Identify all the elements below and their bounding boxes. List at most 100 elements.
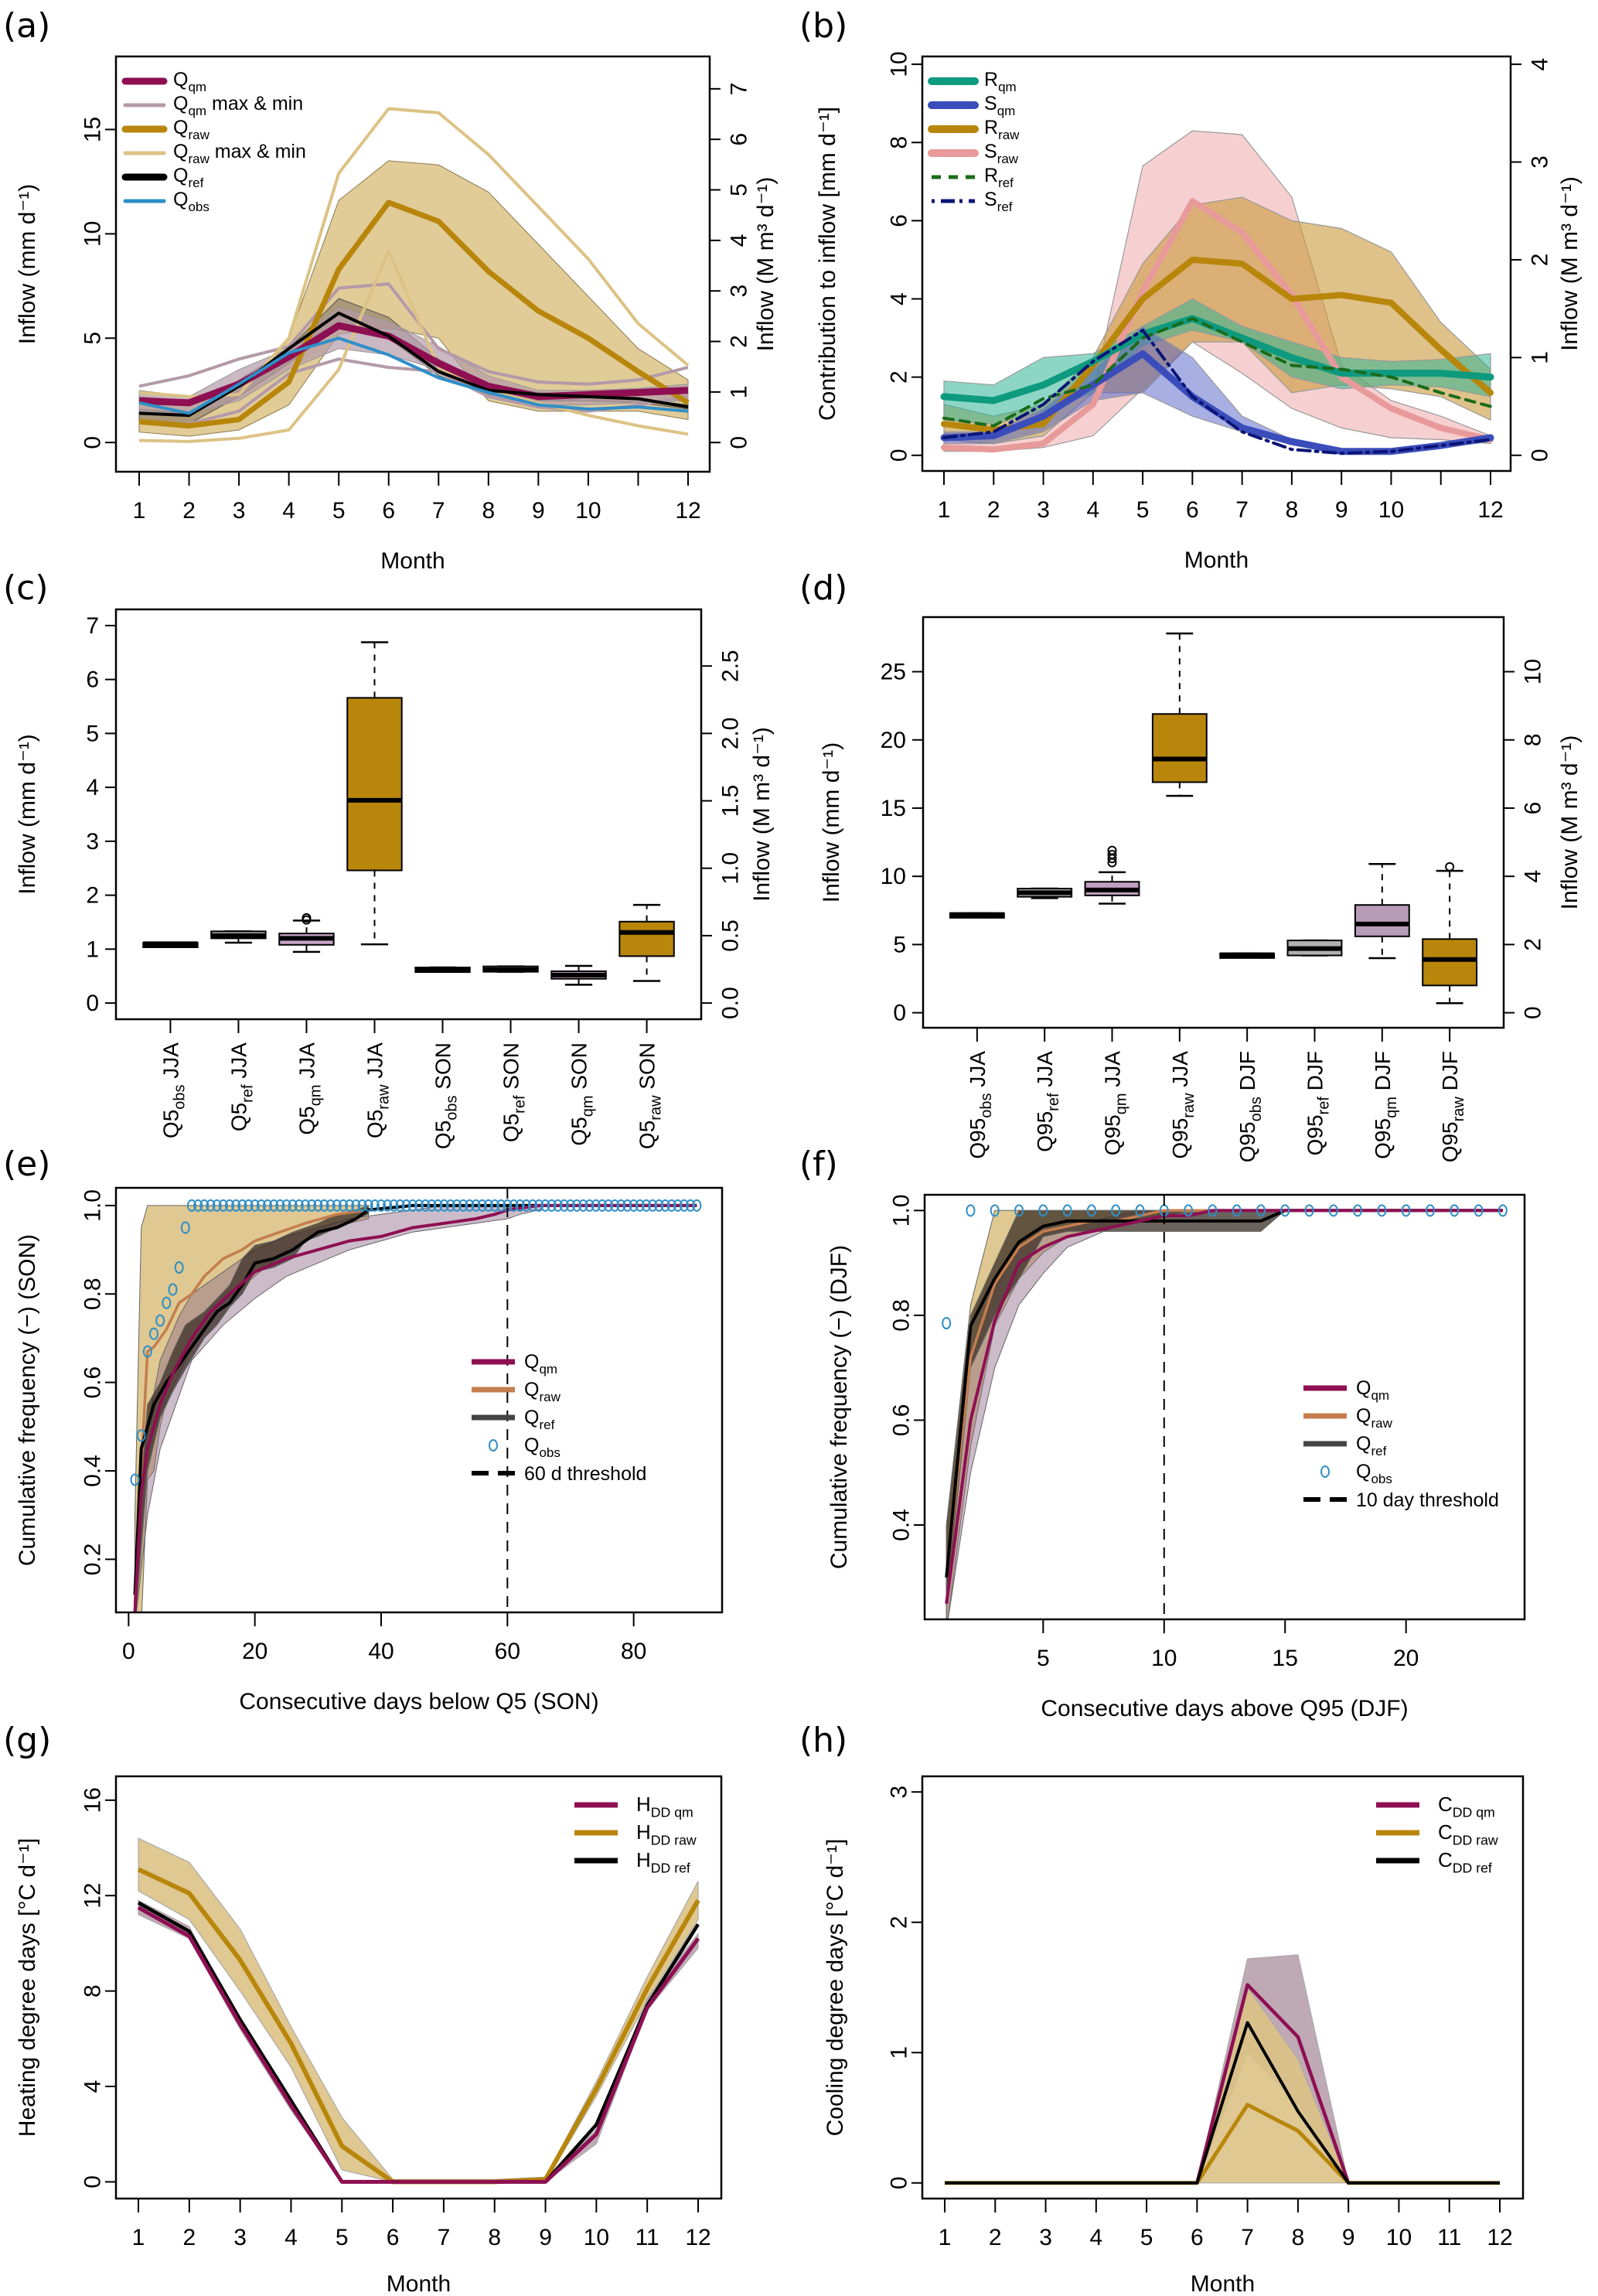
x-tick-label: 11 [635, 2225, 659, 2250]
series-r-ref [942, 316, 1492, 428]
series-q-ref [133, 1203, 697, 1595]
obs-point [578, 1199, 588, 1212]
box-raw-jja [1151, 632, 1208, 797]
obs-point [401, 1199, 411, 1212]
plot-area [130, 1199, 702, 1612]
y-right-tick-label: 1.0 [718, 852, 744, 885]
box-raw-jja [346, 641, 403, 946]
x-tick-label: Q5qm SON [567, 1042, 597, 1146]
box-qm-jja [278, 913, 335, 954]
obs-point [1425, 1204, 1435, 1217]
obs-point [231, 1199, 241, 1212]
series-r-raw [941, 256, 1494, 433]
y-tick-label: 0 [887, 449, 912, 462]
legend-label: Rqm [984, 69, 1017, 94]
obs-point [1280, 1204, 1290, 1217]
obs-point [496, 1199, 506, 1212]
x-tick-label: 3 [1039, 2225, 1052, 2250]
legend-label: Sqm [984, 93, 1015, 118]
y-right-tick-label: 4 [1528, 58, 1553, 71]
obs-point [1304, 1204, 1314, 1217]
legend-label: Qobs [173, 189, 210, 214]
obs-point [686, 1199, 696, 1212]
legend-label: Qraw max & min [173, 141, 306, 166]
obs-point [351, 1199, 361, 1212]
y-axis-title: Inflow (mm d⁻¹) [15, 734, 40, 895]
y-right-tick-label: 8 [1521, 733, 1546, 746]
y-right-tick-label: 6 [1521, 802, 1546, 815]
x-tick-label: 15 [1273, 1646, 1298, 1671]
obs-point [433, 1199, 443, 1212]
obs-point [307, 1199, 317, 1212]
y-right-axis-title: Inflow (M m³ d⁻¹) [749, 727, 775, 902]
legend-item-qm: HDD qm [574, 1793, 693, 1820]
legend-label: Qqm max & min [173, 93, 303, 118]
x-tick-label: 7 [432, 498, 445, 524]
box-qm-djf [1354, 863, 1410, 960]
obs-point [528, 1199, 537, 1212]
obs-point [635, 1199, 645, 1212]
x-tick-label: Q5raw SON [635, 1042, 665, 1149]
x-tick-label: 0 [122, 1639, 135, 1664]
box-body [1422, 938, 1478, 987]
x-tick-label: 10 [1151, 1646, 1177, 1671]
legend-item-ref: HDD ref [574, 1848, 690, 1875]
legend-label: HDD ref [636, 1848, 690, 1875]
obs-point [534, 1199, 544, 1212]
legend-item-obs: Qobs [489, 1435, 560, 1460]
box-ref-djf [1286, 939, 1343, 957]
x-tick-label: 3 [1037, 497, 1050, 523]
y-tick-label: 8 [887, 136, 912, 149]
obs-point [452, 1199, 462, 1212]
x-tick-label: 5 [1136, 497, 1150, 523]
x-tick-label: 7 [1241, 2225, 1254, 2250]
obs-point [174, 1261, 184, 1274]
legend-item-raw: Qraw [472, 1379, 561, 1404]
series-q_obs [138, 336, 689, 415]
obs-point [591, 1199, 601, 1212]
y-tick-label: 8 [80, 1984, 106, 1997]
box-qm-son [550, 964, 607, 986]
y-axis-title: Inflow (mm d⁻¹) [819, 742, 844, 903]
obs-point [553, 1199, 563, 1212]
y-tick-label: 10 [887, 51, 912, 77]
x-axis-title: Consecutive days below Q5 (SON) [239, 1689, 598, 1714]
y-axis-title: Cumulative frequency (−) (DJF) [826, 1245, 852, 1569]
obs-point [345, 1199, 355, 1212]
series-h-dd-qm [137, 1905, 700, 2184]
y-tick-label: 10 [881, 864, 906, 889]
x-tick-label: Q5obs JJA [158, 1042, 188, 1138]
y-right-tick-label: 2.0 [718, 718, 744, 750]
x-tick-label: 5 [1037, 1646, 1050, 1671]
series-s-raw [941, 198, 1494, 453]
obs-point [666, 1199, 676, 1212]
y-tick-label: 5 [893, 932, 906, 957]
obs-point [288, 1199, 298, 1212]
obs-point [1062, 1204, 1072, 1217]
obs-point [180, 1221, 190, 1234]
obs-point [1450, 1204, 1460, 1217]
y-tick-label: 0 [86, 991, 99, 1016]
obs-point [383, 1199, 393, 1212]
y-tick-label: 0 [80, 2175, 106, 2189]
obs-point [547, 1199, 557, 1212]
y-axis-title: Cumulative frequency (−) (SON) [15, 1234, 40, 1566]
obs-point [515, 1199, 525, 1212]
x-tick-label: 4 [282, 498, 295, 524]
series-q-qm [133, 1203, 697, 1612]
obs-point [149, 1327, 158, 1340]
box-body [346, 697, 403, 872]
y-right-tick-label: 0 [1521, 1006, 1546, 1019]
legend-item-raw: Qraw [1303, 1405, 1393, 1431]
obs-point [319, 1199, 329, 1212]
obs-point [1401, 1204, 1411, 1217]
legend-item-s-qm: Sqm [928, 93, 1015, 118]
outlier-point [1445, 861, 1455, 872]
x-tick-label: Q95qm DJF [1371, 1051, 1400, 1159]
outlier-point [1107, 845, 1117, 855]
obs-point [256, 1199, 266, 1212]
x-tick-label: 10 [1386, 2225, 1412, 2250]
x-tick-label: 20 [1393, 1646, 1419, 1671]
legend-label: Qref [173, 165, 204, 190]
